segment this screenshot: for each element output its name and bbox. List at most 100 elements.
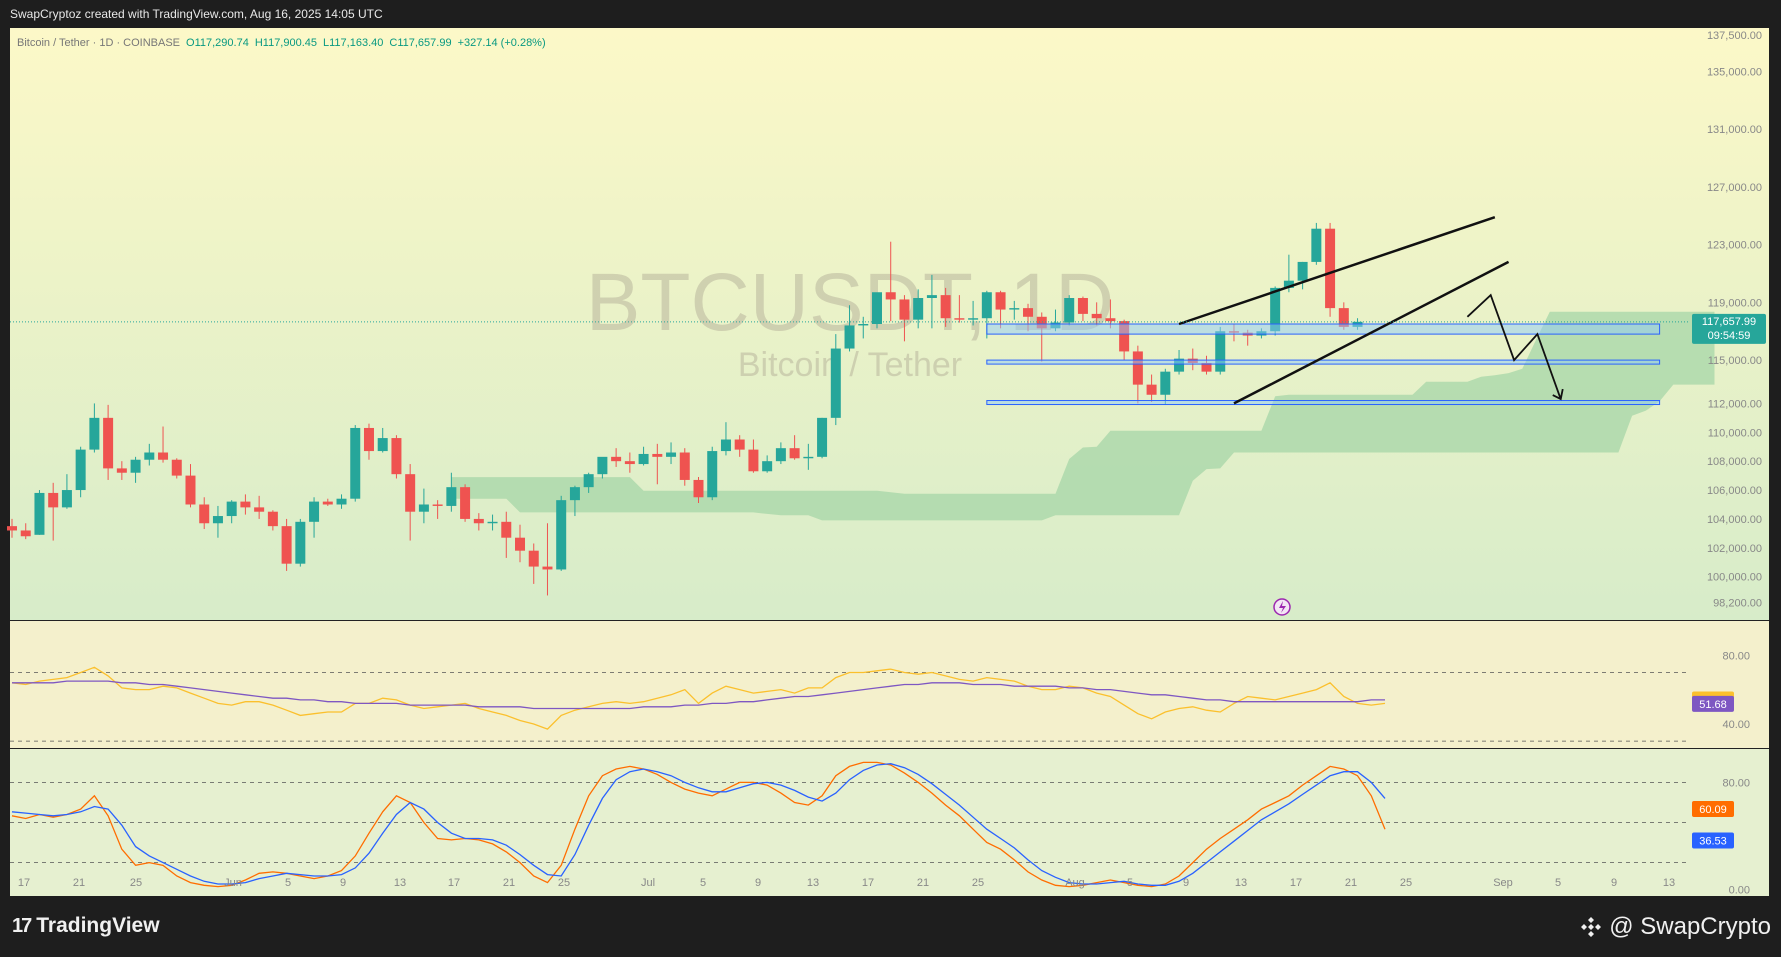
price-tick-label: 112,000.00 bbox=[1708, 398, 1762, 410]
candle-body bbox=[844, 325, 855, 349]
candle-body bbox=[1174, 358, 1185, 372]
time-tick-label: 9 bbox=[340, 877, 346, 889]
lightning-icon[interactable] bbox=[1273, 598, 1291, 616]
attribution-text: SwapCryptoz created with TradingView.com… bbox=[10, 7, 383, 21]
time-tick-label: 21 bbox=[1345, 877, 1357, 889]
price-tick-label: 98,200.00 bbox=[1713, 598, 1762, 610]
support-zone bbox=[986, 400, 1661, 406]
candle-body bbox=[1064, 298, 1075, 323]
candle-body bbox=[130, 459, 141, 473]
candle-body bbox=[432, 504, 443, 506]
time-axis[interactable]: 17 21 25 Jun 5 9 13 17 21 25 Jul 5 9 13 17 21 25 Aug 5 9 13 1… bbox=[18, 877, 1675, 889]
legend-symbol: Bitcoin / Tether · 1D · COINBASE bbox=[17, 37, 180, 49]
candle-body bbox=[254, 507, 265, 512]
candle-body bbox=[1215, 331, 1226, 372]
price-axis[interactable]: 137,500.00 135,000.00 131,000.00 127,000.00… bbox=[1707, 30, 1762, 609]
candle-body bbox=[528, 550, 539, 567]
candle-body bbox=[666, 452, 677, 457]
indicator-value: 60.09 bbox=[1699, 804, 1727, 816]
candle-body bbox=[1132, 351, 1143, 385]
candle-body bbox=[20, 530, 31, 537]
candle-body bbox=[116, 468, 127, 473]
bar-countdown: 09:54:59 bbox=[1708, 330, 1751, 342]
candle-body bbox=[899, 299, 910, 320]
tradingview-icon: 17 bbox=[12, 914, 32, 937]
candle-body bbox=[171, 459, 182, 476]
candle-body bbox=[597, 456, 608, 475]
candle-body bbox=[1160, 371, 1171, 395]
indicator-series bbox=[11, 763, 1386, 886]
price-tick-label: 102,000.00 bbox=[1707, 543, 1762, 555]
price-tick-label: 127,000.00 bbox=[1707, 182, 1762, 194]
candle-body bbox=[103, 417, 114, 469]
time-tick-label: 21 bbox=[73, 877, 85, 889]
candle-body bbox=[871, 292, 882, 324]
time-tick-label: 13 bbox=[807, 877, 819, 889]
candle-body bbox=[1270, 287, 1281, 332]
svg-text:Bitcoin / Tether · 1D · COINBA: Bitcoin / Tether · 1D · COINBASE O117,290… bbox=[17, 37, 546, 49]
indicator-series bbox=[11, 666, 1386, 730]
price-tick-label: 123,000.00 bbox=[1707, 240, 1762, 252]
candle-body bbox=[1119, 321, 1130, 352]
candle-body bbox=[48, 492, 59, 508]
price-tick-label: 110,000.00 bbox=[1708, 427, 1762, 439]
legend-open: O117,290.74 bbox=[186, 37, 249, 49]
last-price-value: 117,657.99 bbox=[1702, 316, 1756, 328]
candle-body bbox=[7, 526, 17, 531]
price-tick-label: 108,000.00 bbox=[1707, 456, 1762, 468]
price-tick-label: 135,000.00 bbox=[1707, 66, 1762, 78]
legend: Bitcoin / Tether · 1D · COINBASE O117,290… bbox=[17, 37, 546, 49]
candle-body bbox=[199, 504, 210, 524]
time-tick-label: 25 bbox=[1400, 877, 1412, 889]
candle-body bbox=[789, 448, 800, 459]
candle-body bbox=[309, 501, 320, 522]
candle-body bbox=[418, 504, 429, 512]
support-zone bbox=[986, 323, 1661, 335]
indicator-value: 36.53 bbox=[1699, 836, 1727, 848]
candle-body bbox=[1091, 313, 1102, 319]
candle-body bbox=[817, 417, 828, 457]
time-tick-label: 5 bbox=[700, 877, 706, 889]
candle-body bbox=[501, 521, 512, 538]
candle-body bbox=[391, 438, 402, 475]
stoch-rsi-pane[interactable]: 80.00 0.00 60.09 36.53 bbox=[10, 749, 1769, 896]
candle-body bbox=[281, 526, 292, 564]
candle-body bbox=[1311, 228, 1322, 262]
price-tick-label: 137,500.00 bbox=[1707, 30, 1762, 42]
time-tick-label: 5 bbox=[1555, 877, 1561, 889]
indicator-series bbox=[12, 680, 1385, 710]
time-tick-label: Jun bbox=[224, 877, 242, 889]
candle-body bbox=[212, 516, 223, 524]
time-tick-label: Aug bbox=[1065, 877, 1085, 889]
candle-body bbox=[569, 487, 580, 501]
candle-body bbox=[185, 475, 196, 505]
candle-body bbox=[267, 511, 278, 527]
price-tick-label: 115,000.00 bbox=[1708, 355, 1762, 367]
indicator-value-tag bbox=[1692, 832, 1734, 849]
candle-body bbox=[61, 490, 72, 508]
binance-icon bbox=[1581, 917, 1602, 937]
main-price-pane[interactable]: BTCUSDT, 1D Bitcoin / Tether 137,500.001… bbox=[7, 28, 1769, 620]
candle-body bbox=[350, 427, 361, 499]
tradingview-logo[interactable]: 17 TradingView bbox=[12, 914, 160, 938]
candle-body bbox=[487, 521, 498, 524]
time-tick-label: 13 bbox=[394, 877, 406, 889]
price-tick-label: 131,000.00 bbox=[1707, 124, 1762, 136]
candle-body bbox=[322, 501, 333, 505]
candle-body bbox=[830, 348, 841, 418]
time-tick-label: 13 bbox=[1235, 877, 1247, 889]
legend-low: L117,163.40 bbox=[323, 37, 383, 49]
last-price-tag: 117,657.99 09:54:59 bbox=[1692, 313, 1766, 344]
time-tick-label: Sep bbox=[1493, 877, 1513, 889]
time-tick-label: 17 bbox=[1290, 877, 1302, 889]
candle-body bbox=[913, 298, 924, 320]
candle-body bbox=[542, 566, 553, 570]
candle-body bbox=[968, 318, 979, 320]
time-tick-label: 21 bbox=[503, 877, 515, 889]
candle-body bbox=[762, 461, 773, 472]
time-tick-label: Jul bbox=[641, 877, 655, 889]
price-tick-label: 106,000.00 bbox=[1707, 485, 1762, 497]
candle-body bbox=[363, 427, 374, 452]
